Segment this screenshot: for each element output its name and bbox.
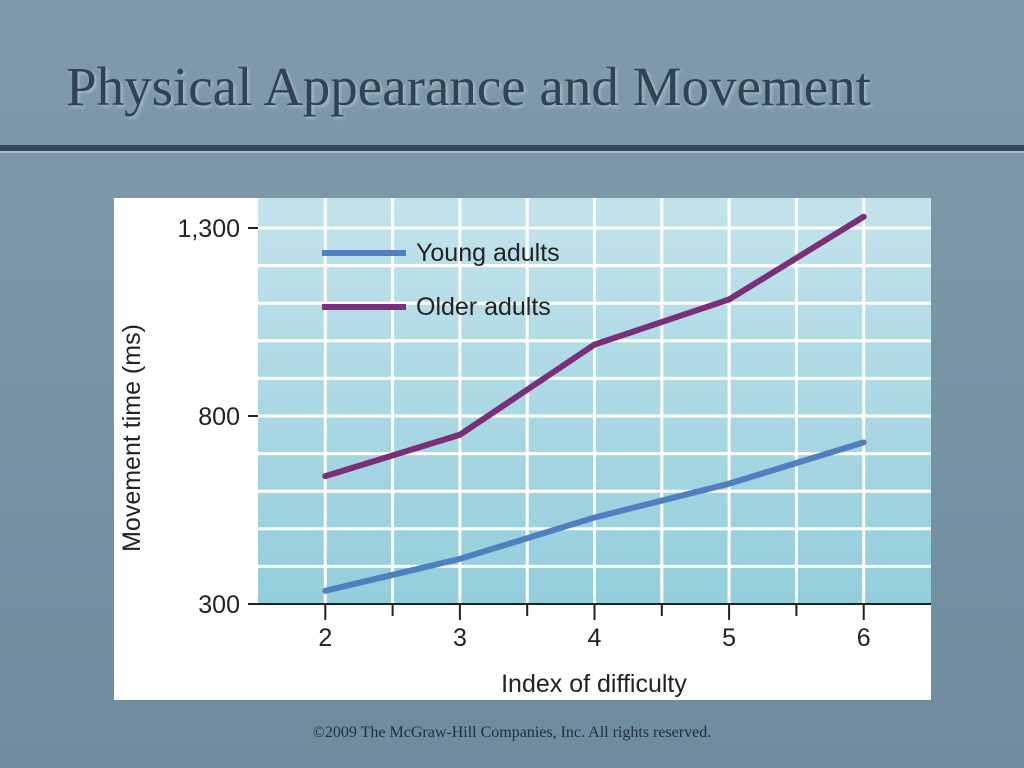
y-tick-label: 1,300: [177, 215, 240, 243]
data-point: [456, 431, 463, 438]
y-tick-label: 300: [198, 591, 240, 619]
title-divider: [0, 145, 1024, 151]
data-point: [456, 555, 463, 562]
x-tick-label: 5: [722, 624, 736, 652]
y-tick-label: 800: [198, 403, 240, 431]
movement-time-chart: 300 800 1,300 2 3 4 5 6 Young adults Older adult…: [118, 198, 931, 698]
chart-panel: 300 800 1,300 2 3 4 5 6 Young adults Older adult…: [114, 198, 931, 700]
x-tick-label: 6: [857, 624, 871, 652]
axes: 300 800 1,300 2 3 4 5 6: [177, 215, 931, 652]
slide-title: Physical Appearance and Movement: [66, 56, 871, 117]
legend-label: Older adults: [416, 293, 551, 321]
x-axis-label: Index of difficulty: [501, 670, 687, 698]
data-point: [860, 213, 867, 220]
grid-lines: [258, 198, 931, 604]
y-axis-label: Movement time (ms): [118, 324, 146, 552]
copyright-footer: ©2009 The McGraw-Hill Companies, Inc. Al…: [312, 724, 712, 741]
data-point: [591, 514, 598, 521]
legend: Young adults Older adults: [322, 239, 560, 321]
x-tick-label: 2: [318, 624, 332, 652]
title-divider-highlight: [0, 151, 1024, 153]
x-tick-label: 3: [453, 624, 467, 652]
data-point: [726, 296, 733, 303]
data-point: [860, 439, 867, 446]
legend-label: Young adults: [416, 239, 560, 267]
data-point: [726, 480, 733, 487]
x-tick-label: 4: [588, 624, 602, 652]
data-point: [591, 341, 598, 348]
data-point: [322, 473, 329, 480]
series-lines: [322, 213, 867, 594]
data-point: [322, 587, 329, 594]
